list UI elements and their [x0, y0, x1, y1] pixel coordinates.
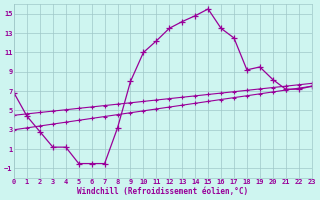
X-axis label: Windchill (Refroidissement éolien,°C): Windchill (Refroidissement éolien,°C) [77, 187, 248, 196]
